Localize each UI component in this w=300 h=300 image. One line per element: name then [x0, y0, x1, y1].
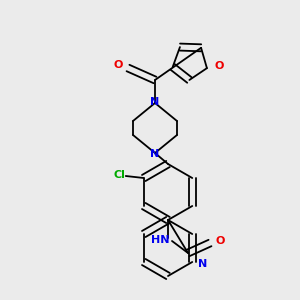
Text: O: O: [214, 61, 224, 71]
Text: N: N: [150, 149, 160, 159]
Text: O: O: [113, 60, 123, 70]
Text: O: O: [215, 236, 225, 246]
Text: Cl: Cl: [114, 170, 126, 180]
Text: N: N: [150, 97, 160, 107]
Text: N: N: [198, 259, 207, 269]
Text: HN: HN: [151, 235, 169, 245]
